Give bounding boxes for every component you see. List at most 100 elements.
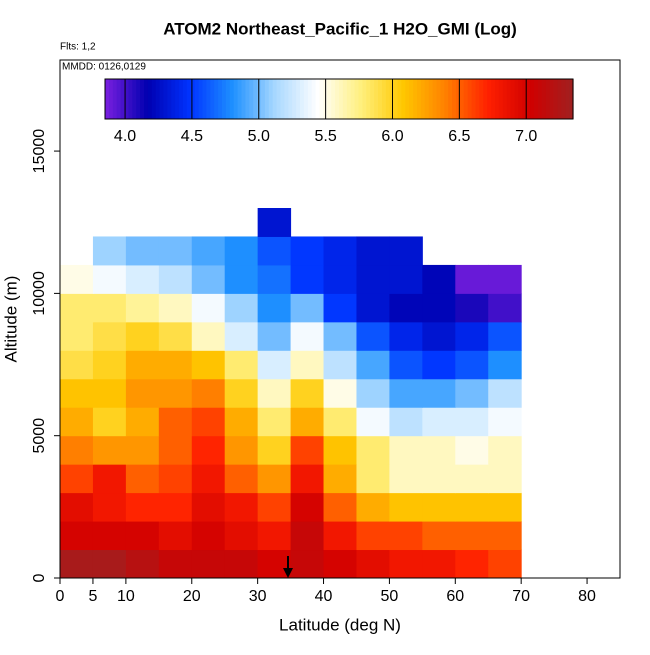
heatmap-cell	[389, 236, 423, 266]
arrow-head	[283, 568, 293, 578]
heatmap-cell	[389, 521, 423, 551]
x-axis-label: Latitude (deg N)	[279, 615, 401, 634]
heatmap-cell	[356, 378, 390, 408]
heatmap-cell	[257, 236, 292, 266]
colorbar-swatch	[463, 79, 469, 119]
colorbar-swatch	[397, 79, 402, 119]
colorbar-swatch	[116, 79, 122, 119]
colorbar-swatch	[401, 79, 406, 119]
heatmap-cell	[323, 264, 357, 294]
heatmap-cell	[125, 407, 160, 437]
heatmap-cell	[224, 435, 259, 465]
heatmap-cell	[92, 321, 127, 351]
colorbar-swatch	[374, 79, 379, 119]
heatmap-cell	[92, 492, 127, 522]
heatmap-cell	[455, 264, 489, 294]
colorbar-swatch	[272, 79, 278, 119]
heatmap-cell	[290, 236, 325, 266]
x-tick-label: 5	[88, 588, 97, 605]
heatmap-cell	[92, 435, 127, 465]
heatmap-cell	[356, 293, 390, 323]
colorbar-swatch	[159, 79, 165, 119]
y-tick-label: 0	[31, 573, 48, 582]
colorbar-swatch	[491, 79, 496, 119]
heatmap-cell	[290, 293, 325, 323]
colorbar-swatch	[561, 79, 566, 119]
heatmap-cell	[356, 264, 390, 294]
heatmap-cell	[356, 236, 390, 266]
heatmap-cell	[158, 350, 193, 380]
colorbar-swatch	[190, 79, 196, 119]
heatmap-cell	[92, 407, 127, 437]
colorbar-swatch	[108, 79, 114, 119]
y-tick-label: 5000	[31, 418, 48, 454]
colorbar-swatch	[144, 79, 149, 119]
colorbar-swatch	[557, 79, 562, 119]
colorbar-swatch	[179, 79, 184, 119]
heatmap-cell	[488, 321, 522, 351]
heatmap-cell	[60, 264, 94, 294]
colorbar-swatch	[303, 79, 309, 119]
heatmap-cell	[60, 492, 94, 522]
x-tick-label: 10	[117, 588, 135, 605]
heatmap-cell	[290, 378, 325, 408]
heatmap-cell	[323, 464, 357, 494]
colorbar-swatch	[389, 79, 395, 119]
heatmap-cell	[158, 321, 193, 351]
heatmap-cell	[224, 378, 259, 408]
colorbar-swatch	[495, 79, 500, 119]
colorbar-swatch	[307, 79, 313, 119]
heatmap-cell	[389, 321, 423, 351]
heatmap-cell	[257, 549, 292, 579]
colorbar-swatch	[136, 79, 141, 119]
colorbar-swatch	[553, 79, 558, 119]
colorbar-swatch	[155, 79, 161, 119]
colorbar-swatch	[167, 79, 172, 119]
colorbar-tick-label: 5.5	[315, 128, 337, 145]
colorbar-swatch	[420, 79, 426, 119]
colorbar-tick-label: 4.0	[114, 128, 136, 145]
heatmap-cell	[191, 464, 226, 494]
colorbar-swatch	[163, 79, 168, 119]
heatmap-cell	[323, 350, 357, 380]
heatmap-cell	[257, 521, 292, 551]
colorbar-swatch	[409, 79, 414, 119]
heatmap-cell	[488, 492, 522, 522]
colorbar-swatch	[518, 79, 523, 119]
colorbar-swatch	[381, 79, 387, 119]
heatmap-cell	[191, 321, 226, 351]
colorbar-swatch	[362, 79, 367, 119]
colorbar-swatch	[151, 79, 157, 119]
heatmap-cell	[224, 521, 259, 551]
colorbar-swatch	[467, 79, 473, 119]
colorbar-tick-label: 4.5	[181, 128, 203, 145]
colorbar-tick-label: 6.0	[381, 128, 403, 145]
colorbar-swatch	[241, 79, 246, 119]
heatmap-cell	[422, 293, 456, 323]
heatmap-cell	[257, 350, 292, 380]
heatmap-cell	[158, 293, 193, 323]
heatmap-cell	[422, 521, 456, 551]
colorbar-swatch	[549, 79, 555, 119]
colorbar-swatch	[514, 79, 519, 119]
heatmap-cell	[224, 236, 259, 266]
colorbar-swatch	[471, 79, 477, 119]
heatmap-cell	[422, 350, 456, 380]
heatmap-cell	[422, 464, 456, 494]
colorbar-swatch	[112, 79, 118, 119]
heatmap-cell	[60, 293, 94, 323]
heatmap-cell	[92, 378, 127, 408]
heatmap-cell	[224, 350, 259, 380]
colorbar-swatch	[292, 79, 297, 119]
heatmap-cell	[60, 464, 94, 494]
heatmap-cell	[191, 492, 226, 522]
colorbar-swatch	[202, 79, 207, 119]
heatmap-cell	[488, 350, 522, 380]
colorbar-swatch	[440, 79, 445, 119]
colorbar-swatch	[128, 79, 133, 119]
heatmap-cell	[488, 521, 522, 551]
heatmap-cell	[323, 549, 357, 579]
heatmap-cell	[158, 464, 193, 494]
colorbar-swatch	[366, 79, 371, 119]
colorbar-swatch	[456, 79, 461, 119]
